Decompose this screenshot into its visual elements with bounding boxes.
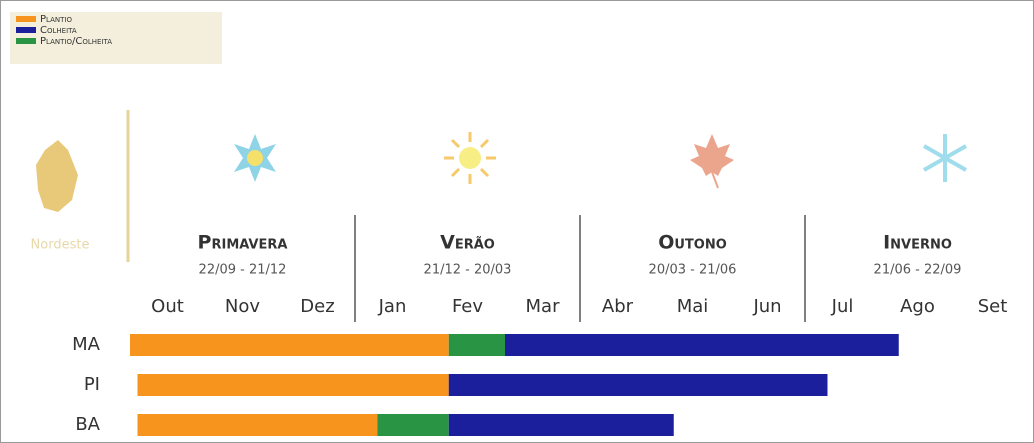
legend-label: Plantio/Colheita [40,36,112,47]
month-label: Jun [752,296,781,317]
season-dates: 20/03 - 21/06 [649,263,737,278]
icon-spring [234,134,276,182]
segment [448,414,674,436]
season-name: Outono [658,232,727,254]
month-label: Nov [225,296,260,317]
legend-swatch [16,16,36,22]
month-label: Abr [602,296,634,317]
month-label: Out [151,296,184,317]
season-dates: 22/09 - 21/12 [199,263,287,278]
segment [137,414,378,436]
legend-label: Colheita [40,25,77,36]
month-label: Jul [831,296,854,317]
segment [448,334,505,356]
month-label: Fev [452,296,483,317]
segment [137,374,449,396]
row-label: PI [84,374,100,395]
month-label: Dez [300,296,334,317]
region-map [36,140,78,212]
season-dates: 21/12 - 20/03 [424,263,512,278]
season-name: Verão [440,232,495,254]
legend-swatch [16,38,36,44]
season-name: Primavera [198,232,288,254]
segment [130,334,449,356]
month-label: Set [978,296,1008,317]
region-label: Nordeste [31,238,90,253]
legend-box [10,12,222,64]
month-label: Mai [677,296,709,317]
segment [448,374,828,396]
icon-summer [444,132,496,184]
season-name: Inverno [883,232,952,254]
icon-autumn [690,134,734,189]
season-dates: 21/06 - 22/09 [874,263,962,278]
segment [377,414,449,436]
month-label: Jan [378,296,407,317]
legend-label: Plantio [40,14,72,25]
row-label: MA [72,334,101,355]
month-label: Mar [526,296,561,317]
month-label: Ago [900,296,935,317]
legend-swatch [16,27,36,33]
segment [505,334,899,356]
row-label: BA [75,414,100,435]
icon-winter [923,134,967,182]
